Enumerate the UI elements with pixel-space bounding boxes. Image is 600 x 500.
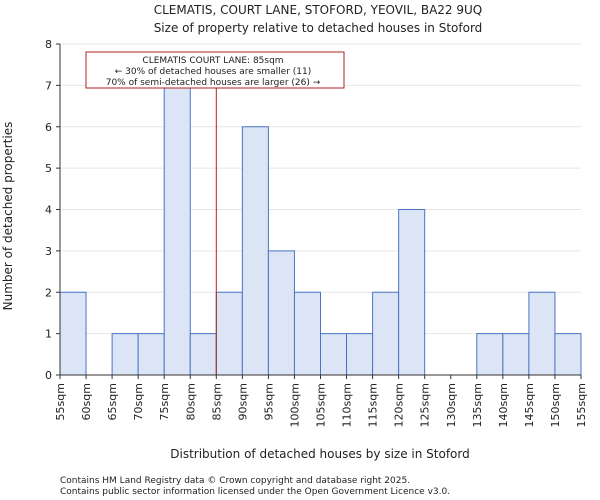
x-tick-label: 105sqm bbox=[315, 383, 328, 427]
x-tick-label: 145sqm bbox=[523, 383, 536, 427]
bar bbox=[554, 333, 582, 376]
bar bbox=[267, 250, 295, 376]
x-tick-label: 155sqm bbox=[575, 383, 588, 427]
x-tick-label: 55sqm bbox=[54, 383, 67, 420]
bar bbox=[398, 209, 426, 376]
x-tick-label: 70sqm bbox=[132, 383, 145, 420]
x-tick-label: 125sqm bbox=[419, 383, 432, 427]
footer-line1: Contains HM Land Registry data © Crown c… bbox=[60, 476, 410, 486]
bar bbox=[346, 333, 374, 376]
annotation-line2: ← 30% of detached houses are smaller (11… bbox=[115, 67, 312, 77]
x-tick-label: 80sqm bbox=[184, 383, 197, 420]
bar bbox=[528, 291, 556, 376]
x-tick-label: 140sqm bbox=[497, 383, 510, 427]
x-tick-label: 120sqm bbox=[393, 383, 406, 427]
x-tick-label: 110sqm bbox=[341, 383, 354, 427]
annotation-frame bbox=[85, 51, 345, 89]
y-tick-label: 1 bbox=[45, 328, 52, 341]
bar bbox=[320, 333, 348, 376]
y-tick-label: 7 bbox=[45, 79, 52, 92]
y-axis-label: Number of detached properties bbox=[1, 122, 15, 311]
annotation-box: CLEMATIS COURT LANE: 85sqm ← 30% of deta… bbox=[85, 51, 345, 89]
y-tick-label: 6 bbox=[45, 121, 52, 134]
x-tick-label: 95sqm bbox=[262, 383, 275, 420]
x-tick-label: 65sqm bbox=[106, 383, 119, 420]
y-tick-label: 3 bbox=[45, 245, 52, 258]
bar bbox=[111, 333, 139, 376]
y-tick-labels: 0 1 2 3 4 5 6 7 8 bbox=[45, 38, 60, 382]
bar bbox=[163, 84, 191, 376]
x-tick-label: 90sqm bbox=[236, 383, 249, 420]
bars-layer bbox=[59, 84, 582, 376]
annotation-line3: 70% of semi-detached houses are larger (… bbox=[106, 78, 321, 88]
x-axis-label: Distribution of detached houses by size … bbox=[170, 447, 469, 461]
x-tick-label: 60sqm bbox=[80, 383, 93, 420]
bar bbox=[215, 291, 243, 376]
x-tick-label: 85sqm bbox=[210, 383, 223, 420]
x-tick-label: 135sqm bbox=[471, 383, 484, 427]
y-tick-label: 0 bbox=[45, 369, 52, 382]
bar bbox=[189, 333, 217, 376]
bar bbox=[502, 333, 530, 376]
x-tick-label: 150sqm bbox=[549, 383, 562, 427]
annotation-line1: CLEMATIS COURT LANE: 85sqm bbox=[142, 56, 283, 66]
x-tick-label: 130sqm bbox=[445, 383, 458, 427]
bar bbox=[137, 333, 165, 376]
bar bbox=[372, 291, 400, 376]
bar bbox=[59, 291, 87, 376]
x-tick-label: 75sqm bbox=[158, 383, 171, 420]
bar bbox=[476, 333, 504, 376]
y-tick-label: 2 bbox=[45, 286, 52, 299]
chart-title-line1: CLEMATIS, COURT LANE, STOFORD, YEOVIL, B… bbox=[154, 3, 483, 17]
bar bbox=[293, 291, 322, 376]
x-tick-label: 115sqm bbox=[367, 383, 380, 427]
y-tick-label: 8 bbox=[45, 38, 52, 51]
y-tick-label: 5 bbox=[45, 162, 52, 175]
bar bbox=[241, 126, 269, 376]
footer-line2: Contains public sector information licen… bbox=[60, 487, 450, 497]
y-tick-label: 4 bbox=[45, 204, 52, 217]
chart-title-line2: Size of property relative to detached ho… bbox=[154, 21, 483, 35]
x-tick-labels: 55sqm 60sqm 65sqm 70sqm 75sqm 80sqm 85sqm 90sqm… bbox=[54, 375, 588, 427]
x-tick-label: 100sqm bbox=[288, 383, 301, 427]
